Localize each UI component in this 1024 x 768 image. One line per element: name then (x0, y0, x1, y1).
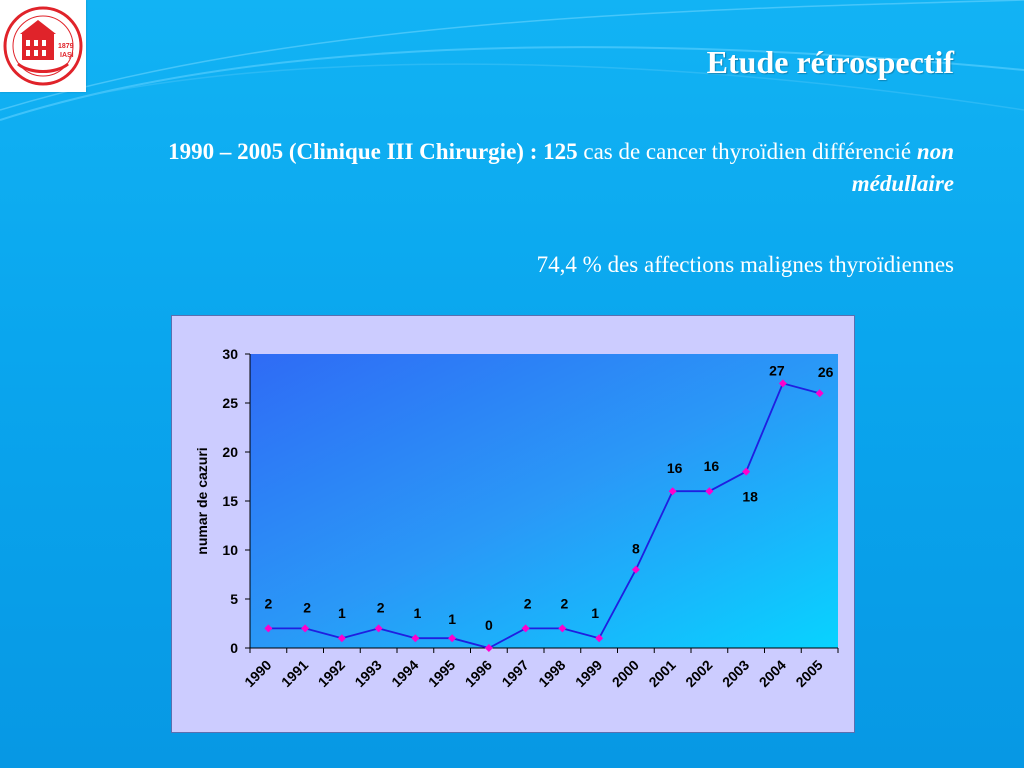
x-tick-label: 2005 (792, 657, 825, 690)
data-label: 18 (742, 489, 758, 505)
x-tick-label: 2000 (609, 657, 642, 690)
svg-text:1879: 1879 (58, 43, 74, 50)
data-point (264, 624, 273, 633)
data-label: 2 (377, 599, 385, 615)
y-tick-label: 25 (222, 395, 238, 411)
data-label: 2 (560, 595, 568, 611)
x-tick-label: 2002 (682, 657, 715, 690)
data-point (301, 624, 310, 633)
x-tick-label: 1998 (535, 657, 568, 690)
stat-line: 74,4 % des affections malignes thyroïdie… (536, 252, 954, 277)
svg-text:IAŞI: IAŞI (60, 52, 74, 59)
data-label: 16 (704, 458, 720, 474)
series-line (268, 382, 820, 649)
data-point (521, 624, 530, 633)
x-tick-label: 1996 (462, 657, 495, 690)
data-point (411, 634, 420, 643)
data-label: 2 (303, 599, 311, 615)
y-tick-label: 15 (222, 493, 238, 509)
data-point (484, 644, 493, 652)
data-point (742, 467, 751, 476)
data-point (558, 624, 567, 633)
y-tick-label: 20 (222, 444, 238, 460)
x-tick-label: 1990 (241, 657, 274, 690)
data-point (631, 565, 640, 574)
data-label: 26 (818, 364, 834, 380)
data-label: 16 (667, 460, 683, 476)
data-point (668, 487, 677, 496)
data-point (374, 624, 383, 633)
y-axis-label: numar de cazuri (194, 447, 210, 554)
data-label: 1 (413, 605, 421, 621)
data-point (815, 389, 824, 398)
data-point (595, 634, 604, 643)
subtitle-bold: 1990 – 2005 (Clinique III Chirurgie) : 1… (168, 139, 578, 164)
data-label: 8 (632, 541, 640, 557)
chart-container: 0 5 10 15 20 25 30 1990 1991 1992 1993 1994 1995 1996… (171, 315, 855, 733)
university-seal-icon: 1879 IAŞI (3, 6, 83, 86)
x-tick-label: 1992 (315, 657, 348, 690)
university-logo: 1879 IAŞI (0, 0, 86, 92)
data-label: 1 (338, 605, 346, 621)
data-label: 0 (485, 617, 493, 633)
x-tick-label: 1991 (278, 657, 311, 690)
y-tick-label: 10 (222, 542, 238, 558)
data-point (705, 487, 714, 496)
subtitle-italic: non médullaire (851, 139, 954, 196)
subtitle-plain: cas de cancer thyroïdien différencié (577, 139, 917, 164)
plot-area (250, 354, 838, 648)
slide-title: Etude rétrospectif (706, 44, 954, 80)
data-label: 2 (264, 595, 272, 611)
data-point (337, 634, 346, 643)
x-tick-label: 1997 (498, 657, 531, 690)
x-tick-label: 1993 (351, 657, 384, 690)
data-point (448, 634, 457, 643)
x-tick-label: 2004 (756, 657, 789, 690)
x-tick-label: 2001 (645, 657, 678, 690)
data-label: 1 (591, 605, 599, 621)
y-tick-label: 30 (222, 346, 238, 362)
x-tick-label: 2003 (719, 657, 752, 690)
data-label: 27 (769, 362, 785, 378)
x-tick-label: 1995 (425, 657, 458, 690)
data-point (778, 379, 787, 388)
data-label: 2 (524, 595, 532, 611)
x-tick-label: 1999 (572, 657, 605, 690)
slide-subtitle: 1990 – 2005 (Clinique III Chirurgie) : 1… (134, 136, 954, 200)
y-tick-label: 5 (230, 591, 238, 607)
data-label: 1 (448, 611, 456, 627)
y-tick-label: 0 (230, 640, 238, 656)
x-tick-label: 1994 (388, 657, 421, 690)
